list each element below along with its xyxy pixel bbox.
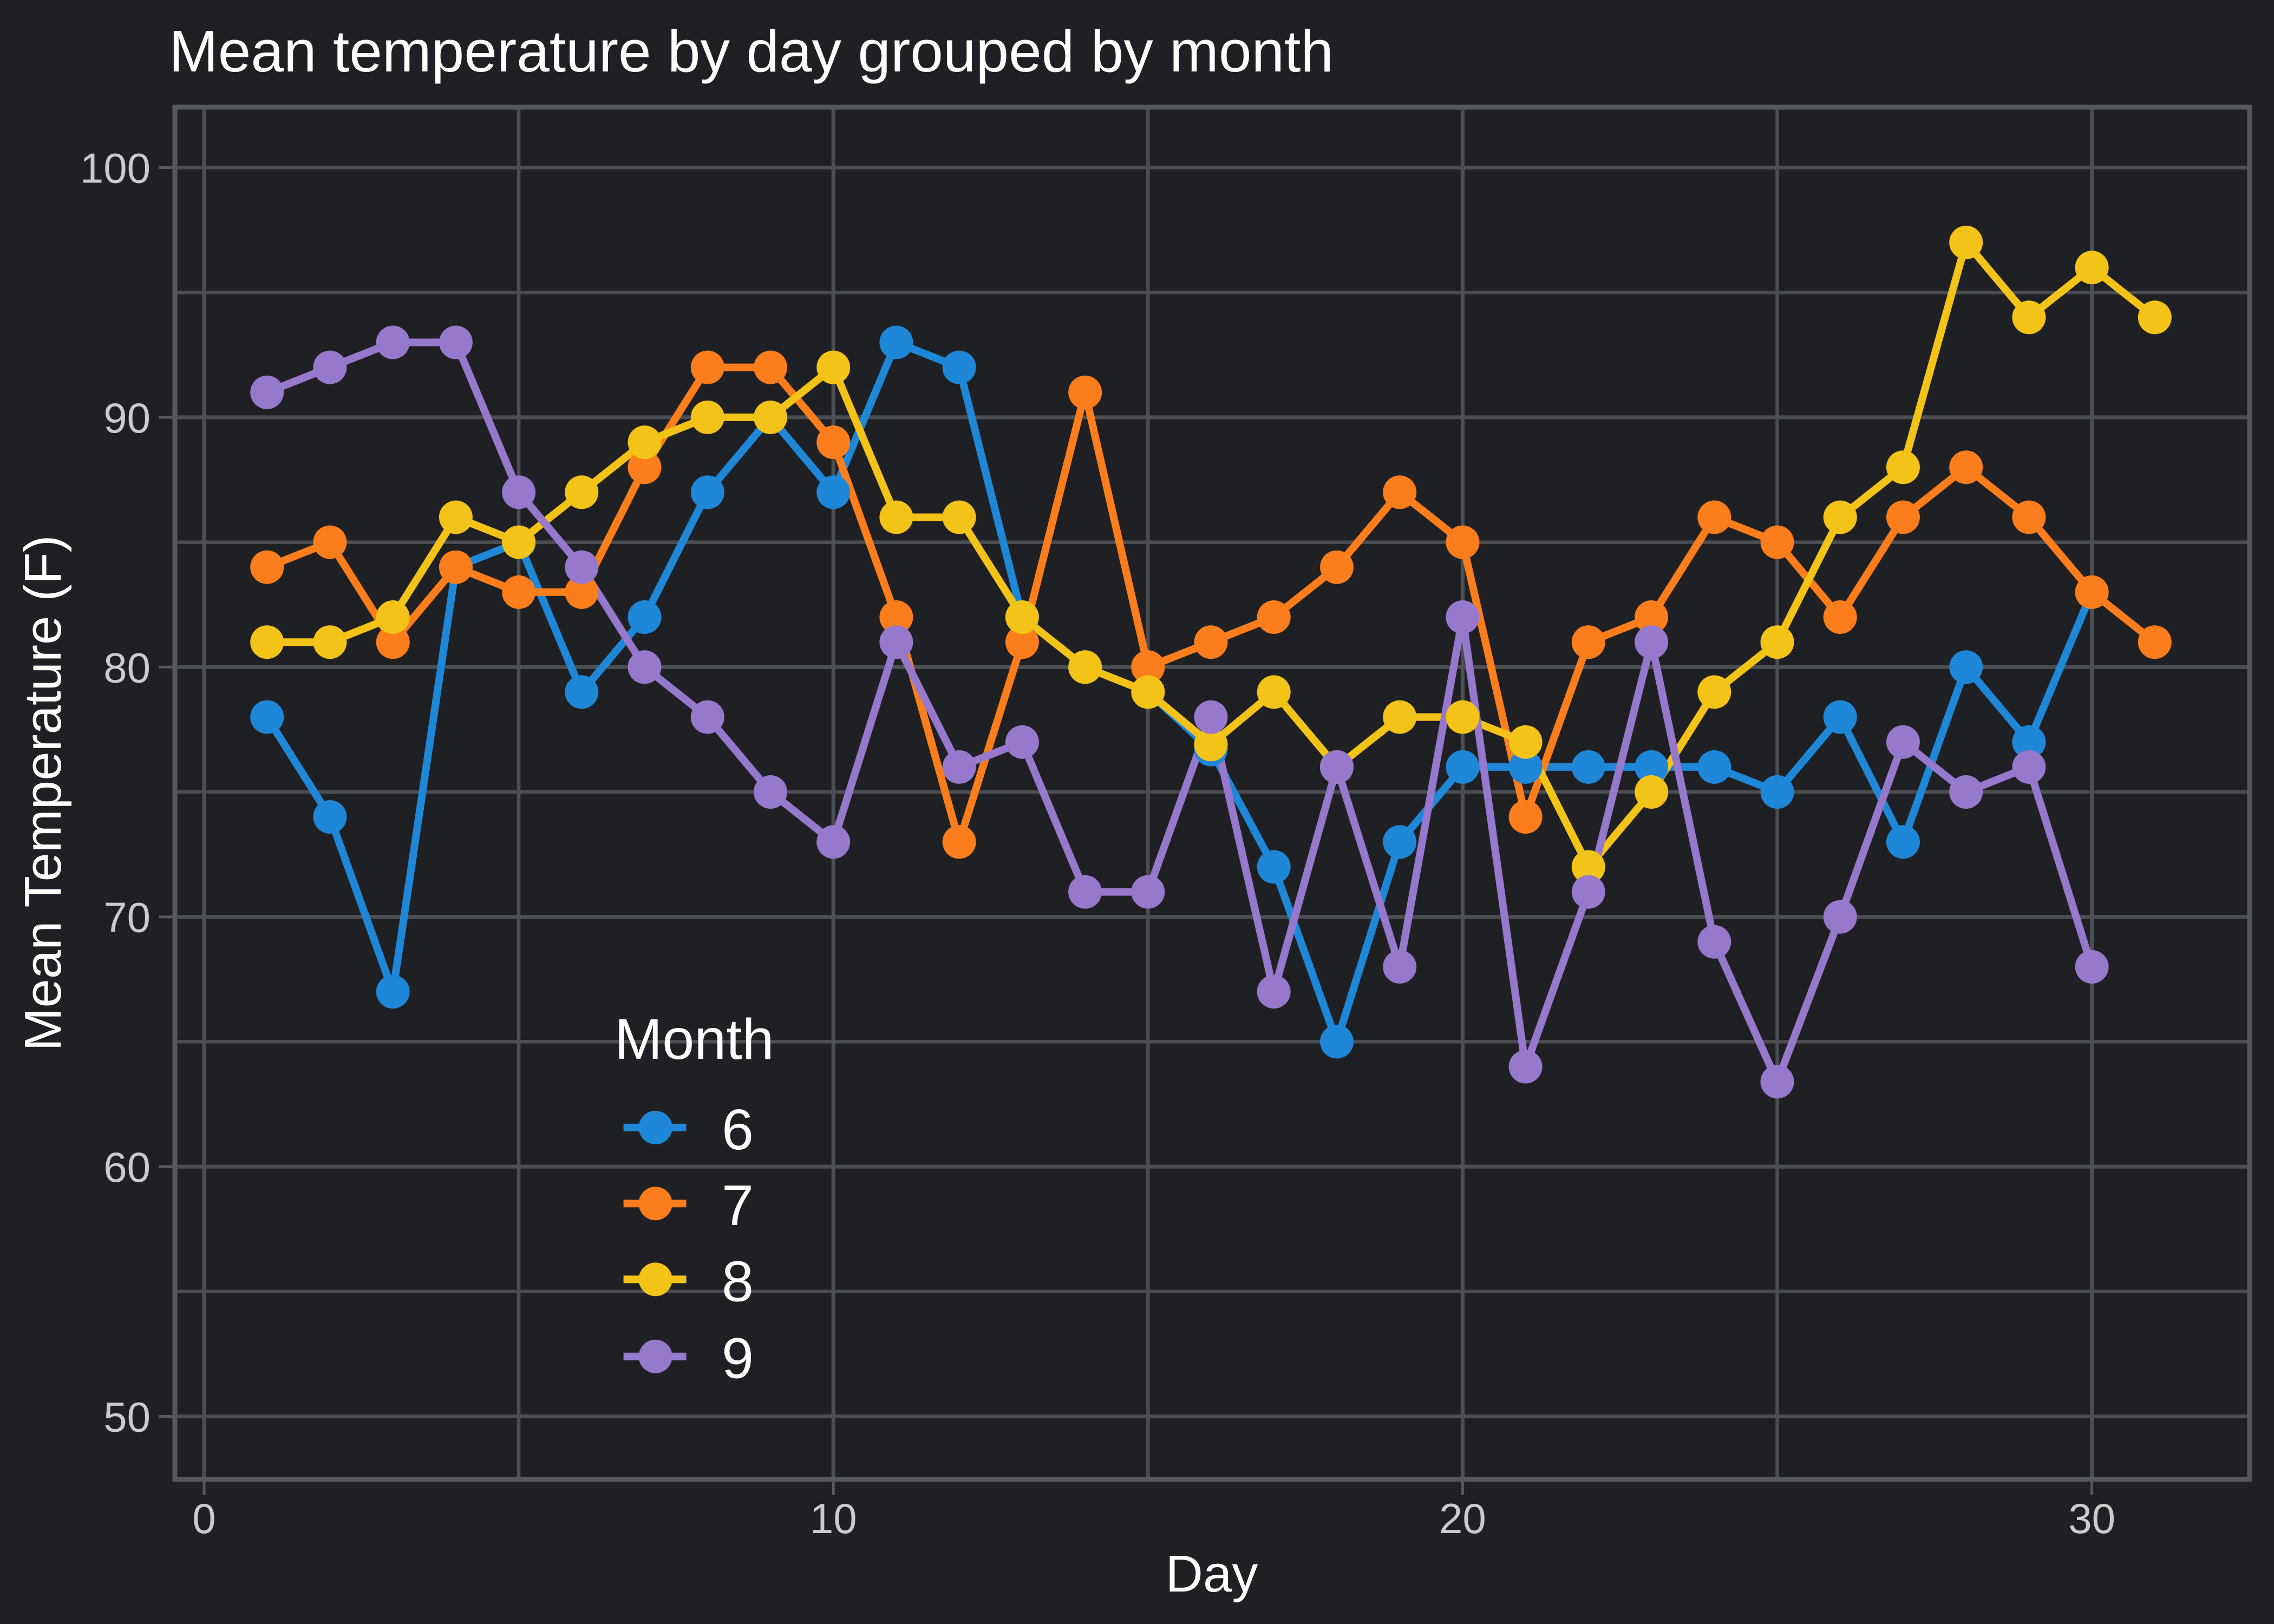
svg-text:60: 60 — [103, 1143, 151, 1191]
svg-text:30: 30 — [2068, 1495, 2115, 1542]
svg-text:7: 7 — [722, 1174, 754, 1237]
svg-text:100: 100 — [80, 145, 151, 192]
svg-text:6: 6 — [722, 1098, 754, 1162]
svg-text:80: 80 — [103, 644, 151, 691]
svg-text:0: 0 — [192, 1495, 215, 1542]
svg-text:90: 90 — [103, 394, 151, 442]
svg-text:9: 9 — [722, 1327, 754, 1391]
svg-text:10: 10 — [810, 1495, 857, 1542]
svg-text:Month: Month — [615, 1007, 774, 1071]
svg-text:70: 70 — [103, 894, 151, 941]
svg-text:50: 50 — [103, 1393, 151, 1441]
svg-text:Day: Day — [1166, 1545, 1258, 1603]
svg-text:Mean Temperature (F): Mean Temperature (F) — [14, 535, 72, 1051]
svg-text:20: 20 — [1439, 1495, 1486, 1542]
svg-text:Mean temperature by day groupe: Mean temperature by day grouped by month — [169, 18, 1334, 84]
svg-text:8: 8 — [722, 1249, 754, 1313]
